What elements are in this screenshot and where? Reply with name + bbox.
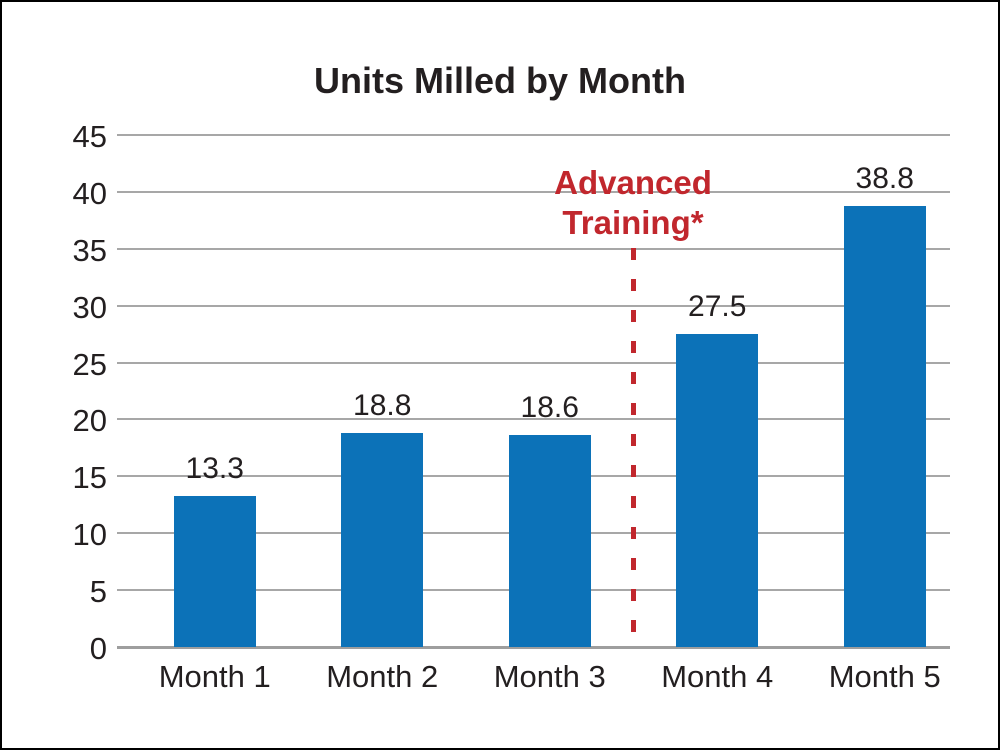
gridline-y-35 bbox=[117, 247, 950, 250]
x-axis-line bbox=[117, 645, 950, 649]
bar-month-2 bbox=[341, 433, 424, 647]
bar-month-3 bbox=[508, 435, 591, 647]
y-axis-tick-label-45: 45 bbox=[72, 119, 107, 154]
gridline-y-45 bbox=[117, 134, 950, 136]
gridline-y-30 bbox=[117, 304, 950, 307]
bar-month-4 bbox=[676, 334, 759, 647]
x-axis-label-month-1: Month 1 bbox=[158, 659, 271, 694]
bar-value-label-18.6: 18.6 bbox=[520, 391, 579, 425]
bar-value-label-38.8: 38.8 bbox=[855, 161, 914, 195]
y-axis-tick-label-30: 30 bbox=[72, 289, 107, 325]
y-axis-tick-label-20: 20 bbox=[72, 403, 107, 439]
y-axis-tick-label-0: 0 bbox=[89, 631, 107, 666]
y-axis-tick-label-35: 35 bbox=[72, 232, 107, 268]
annotation-line-2: Training* bbox=[562, 204, 704, 241]
x-axis-label-month-3: Month 3 bbox=[493, 659, 606, 694]
x-axis-label-month-2: Month 2 bbox=[326, 659, 439, 694]
y-axis-tick-label-5: 5 bbox=[89, 574, 107, 610]
y-axis-tick-label-40: 40 bbox=[72, 175, 107, 211]
annotation-advanced-training: Advanced Training* bbox=[483, 163, 783, 243]
bar-value-label-18.8: 18.8 bbox=[353, 389, 412, 423]
y-axis-tick-label-15: 15 bbox=[72, 460, 107, 496]
annotation-line-1: Advanced bbox=[554, 164, 712, 201]
y-axis-tick-label-25: 25 bbox=[72, 346, 107, 382]
bar-month-1 bbox=[173, 495, 256, 647]
x-axis-label-month-5: Month 5 bbox=[828, 659, 941, 694]
gridline-y-25 bbox=[117, 361, 950, 364]
gridline-y-40 bbox=[117, 190, 950, 193]
x-axis-label-month-4: Month 4 bbox=[661, 659, 774, 694]
advanced-training-divider-line bbox=[631, 248, 636, 647]
chart-title: Units Milled by Month bbox=[314, 60, 686, 101]
bar-value-label-27.5: 27.5 bbox=[688, 290, 747, 324]
y-axis-tick-label-10: 10 bbox=[72, 517, 107, 553]
gridline-y-20 bbox=[117, 418, 950, 421]
bar-month-5 bbox=[843, 205, 926, 647]
bar-value-label-13.3: 13.3 bbox=[185, 451, 244, 485]
